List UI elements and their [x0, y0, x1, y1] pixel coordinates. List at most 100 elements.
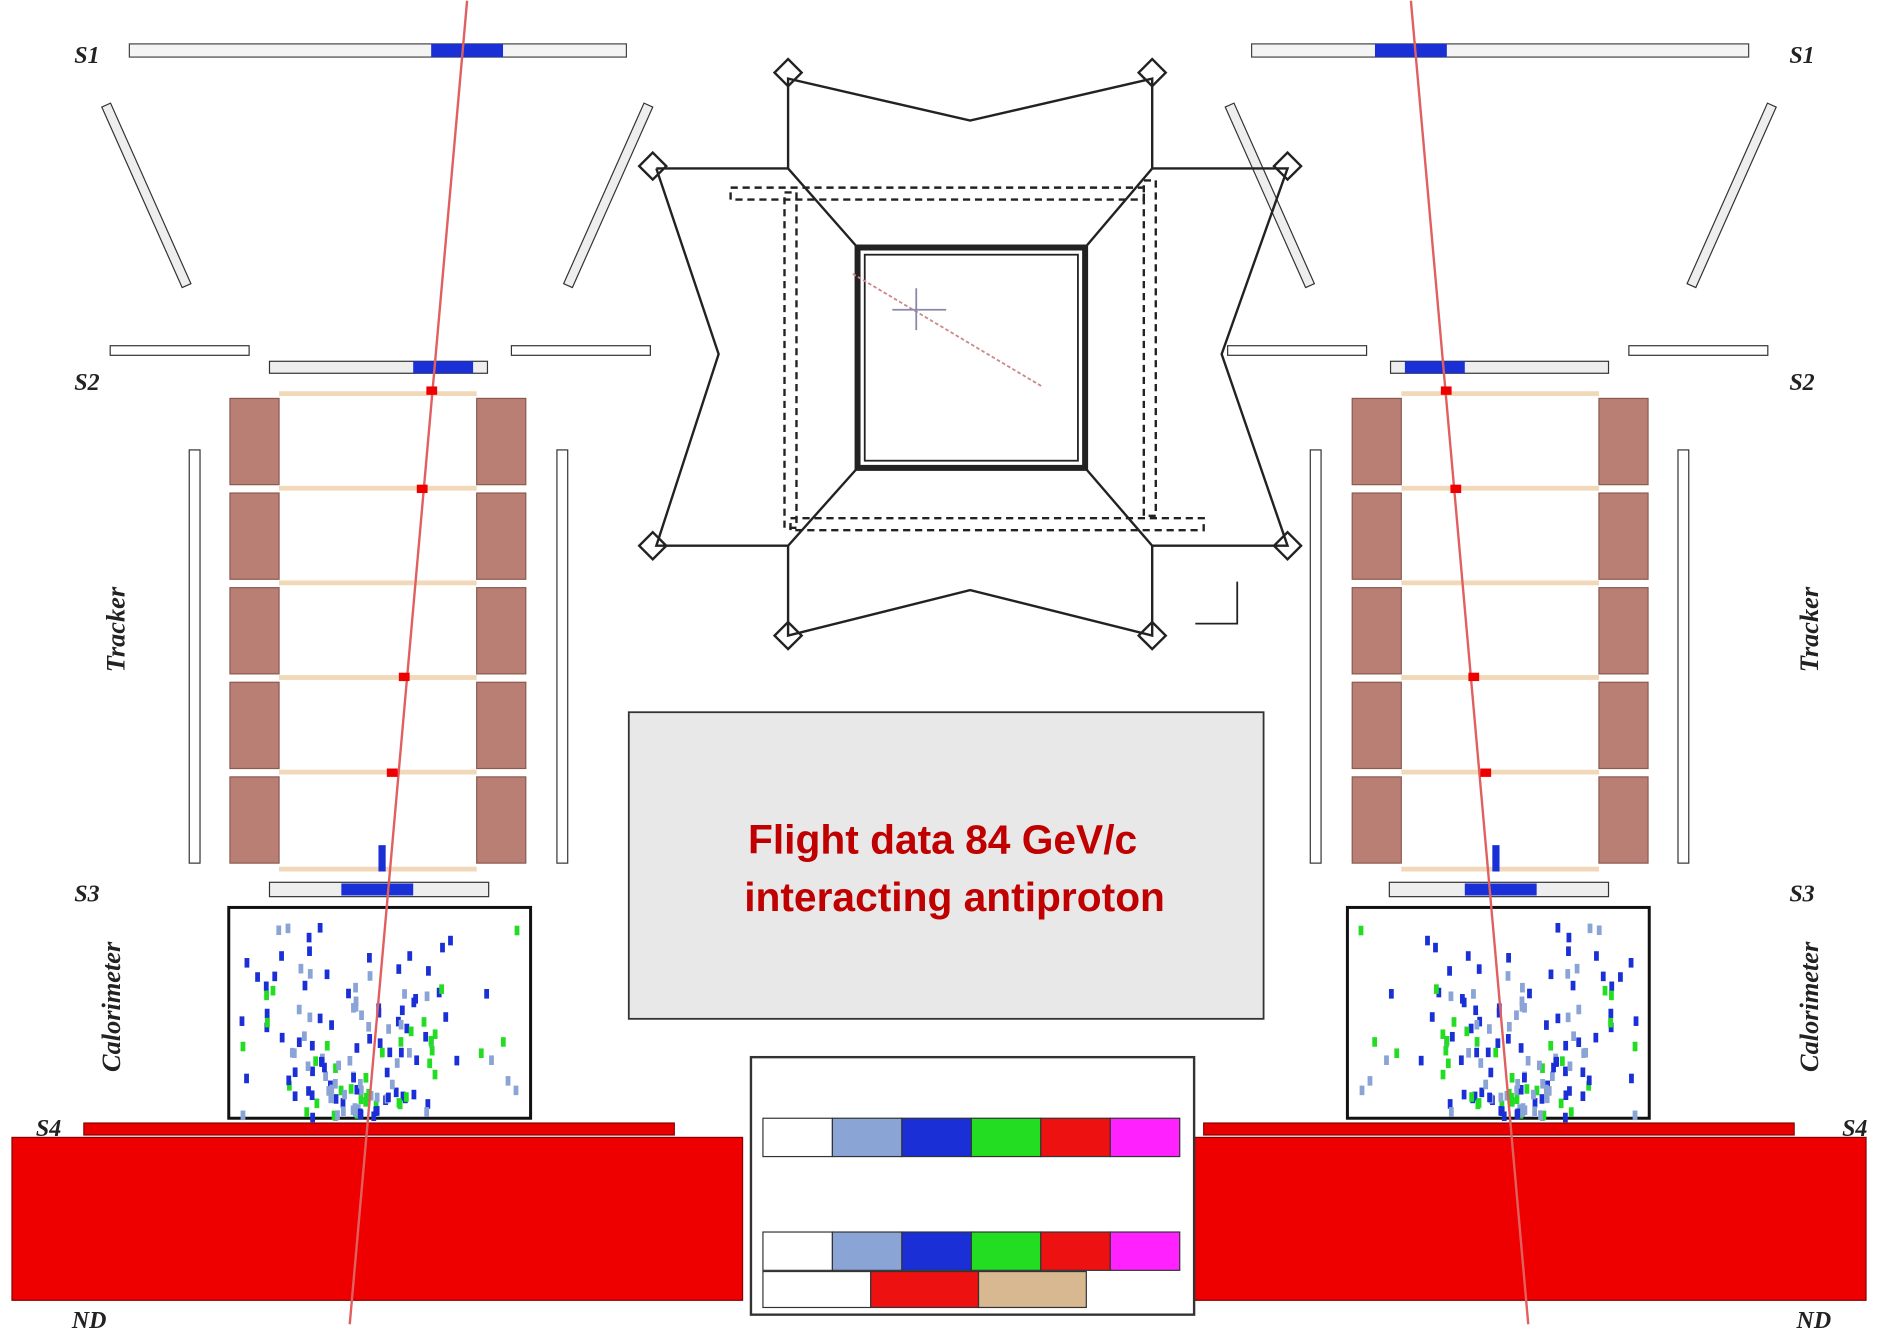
- magnet-block: [1599, 682, 1648, 768]
- cal-hit: [347, 1056, 352, 1066]
- cal-hit: [407, 951, 412, 961]
- cal-hit: [427, 1059, 432, 1069]
- cal-hit: [1571, 1031, 1576, 1041]
- cal-hit: [310, 1113, 315, 1123]
- cal-hit: [1452, 1017, 1457, 1027]
- cal-hit: [310, 1041, 315, 1051]
- cal-hit: [1447, 966, 1452, 976]
- cal-hit: [1567, 933, 1572, 943]
- detector-label: ND: [71, 1308, 107, 1334]
- cal-hit: [1566, 946, 1571, 956]
- cal-hit: [308, 969, 313, 979]
- magnet-block: [230, 398, 279, 484]
- rod: [1310, 450, 1321, 863]
- cal-hit: [1474, 1048, 1479, 1058]
- detector-label: S4: [1842, 1116, 1867, 1142]
- cal-hit: [1469, 1024, 1474, 1034]
- cal-hit: [1609, 982, 1614, 992]
- headline: Flight data 84 GeV/c: [748, 817, 1137, 863]
- cal-hit: [279, 951, 284, 961]
- cal-hit: [1563, 1113, 1568, 1123]
- cal-hit: [1603, 986, 1608, 996]
- cal-hit: [1531, 1090, 1536, 1100]
- cal-hit: [1576, 1037, 1581, 1047]
- cal-hit: [336, 1061, 341, 1071]
- cal-hit: [359, 1094, 364, 1104]
- cal-hit: [1633, 1111, 1638, 1121]
- cal-hit: [329, 1020, 334, 1030]
- cal-hit: [1372, 1037, 1377, 1047]
- cal-hit: [1560, 1056, 1565, 1066]
- rod: [1678, 450, 1689, 863]
- cal-hit: [1433, 943, 1438, 953]
- cal-hit: [399, 1037, 404, 1047]
- s2-hit: [1405, 361, 1465, 373]
- cal-hit: [318, 1014, 323, 1024]
- s1-bar: [1252, 44, 1749, 57]
- cal-hit: [515, 926, 520, 936]
- cal-hit: [1629, 958, 1634, 968]
- cal-hit: [297, 1037, 302, 1047]
- detector-label: Calorimeter: [97, 941, 126, 1072]
- cal-hit: [375, 1106, 380, 1116]
- cal-hit: [1384, 1055, 1389, 1065]
- tracker-plane: [279, 391, 477, 396]
- cal-hit: [1520, 996, 1525, 1006]
- track-hit: [1480, 769, 1491, 777]
- s1-hit: [431, 44, 503, 57]
- cal-hit: [1394, 1048, 1399, 1058]
- detector-label: Tracker: [1795, 586, 1824, 672]
- cal-hit: [1593, 1033, 1598, 1043]
- magnet-block: [230, 777, 279, 863]
- cal-hit: [1522, 1073, 1527, 1083]
- cal-hit: [396, 964, 401, 974]
- detector-label: ND: [1796, 1308, 1832, 1334]
- cal-hit: [1495, 1038, 1500, 1048]
- cal-hit: [399, 1020, 404, 1030]
- cal-hit: [425, 991, 430, 1001]
- cal-hit: [1581, 1048, 1586, 1058]
- cal-hit: [293, 1091, 298, 1101]
- track-hit: [1492, 845, 1499, 871]
- cal-hit: [1538, 1110, 1543, 1120]
- cal-hit: [1445, 1036, 1450, 1046]
- cal-hit: [1563, 1067, 1568, 1077]
- event-display: Flight data 84 GeV/c interacting antipro…: [0, 0, 1878, 1337]
- cal-hit: [304, 1107, 309, 1117]
- cal-hit: [1540, 1094, 1545, 1104]
- cal-hit: [307, 933, 312, 943]
- cal-hit: [244, 1074, 249, 1084]
- cal-hit: [1522, 1105, 1527, 1115]
- magnet-block: [1352, 777, 1401, 863]
- cal-hit: [1515, 1094, 1520, 1104]
- cal-hit: [1594, 951, 1599, 961]
- s2-side: [110, 346, 249, 356]
- cal-hit: [1563, 1041, 1568, 1051]
- cal-hit: [1565, 969, 1570, 979]
- cal-hit: [1475, 1037, 1480, 1047]
- slat: [1225, 103, 1314, 287]
- cal-hit: [323, 1071, 328, 1081]
- cal-hit: [1575, 964, 1580, 974]
- legend-swatch: [832, 1232, 901, 1270]
- tracker-plane: [279, 675, 477, 680]
- cal-hit: [1519, 1043, 1524, 1053]
- cal-hit: [314, 1099, 319, 1109]
- cal-hit: [514, 1086, 519, 1096]
- cal-hit: [302, 1031, 307, 1041]
- cal-hit: [1559, 1099, 1564, 1109]
- track-hit: [399, 673, 410, 681]
- cal-hit: [320, 1057, 325, 1067]
- cal-hit: [1550, 1071, 1555, 1081]
- cal-hit: [1547, 1086, 1552, 1096]
- cal-hit: [413, 994, 418, 1004]
- cal-hit: [241, 1111, 246, 1121]
- cal-hit: [1633, 1042, 1638, 1052]
- cal-hit: [351, 1073, 356, 1083]
- cal-hit: [363, 1097, 368, 1107]
- cal-hit: [1555, 1014, 1560, 1024]
- cal-hit: [1532, 1106, 1537, 1116]
- detector-label: S2: [1789, 370, 1814, 396]
- cal-hit: [414, 1055, 419, 1065]
- cal-hit: [1580, 1091, 1585, 1101]
